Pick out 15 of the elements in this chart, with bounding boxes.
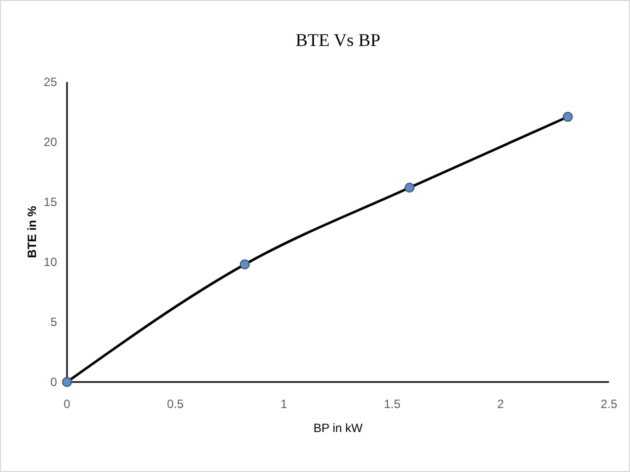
y-tick-label: 0 xyxy=(50,375,58,390)
x-axis-title: BP in kW xyxy=(313,421,364,435)
x-tick-label: 0 xyxy=(64,397,71,411)
y-tick-label: 5 xyxy=(50,315,58,330)
y-axis-title: BTE in % xyxy=(25,206,39,258)
x-tick-label: 2.5 xyxy=(600,397,618,411)
y-tick-label: 10 xyxy=(44,255,58,270)
y-tick-label: 15 xyxy=(44,195,58,210)
x-tick-label: 0.5 xyxy=(167,397,184,411)
x-tick-label: 1 xyxy=(280,397,288,411)
y-tick-label: 25 xyxy=(44,75,58,90)
x-tick-label: 2 xyxy=(497,397,504,411)
chart-title: BTE Vs BP xyxy=(296,30,380,50)
x-tick-label: 1.5 xyxy=(384,397,401,411)
y-tick-label: 20 xyxy=(44,135,58,150)
